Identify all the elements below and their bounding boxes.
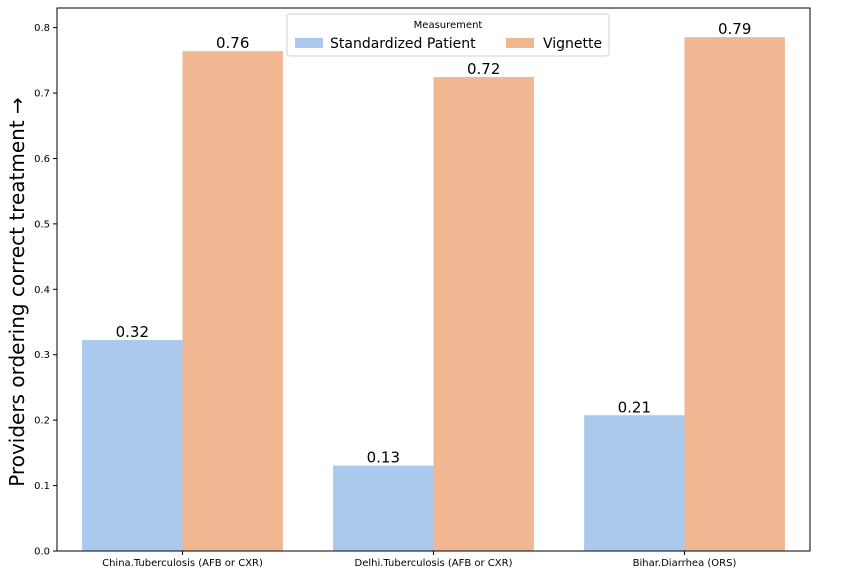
- y-tick-label: 0.5: [34, 219, 50, 230]
- y-tick-label: 0.3: [34, 350, 50, 361]
- legend-entry-vignette: Vignette: [543, 36, 602, 52]
- legend-entry-standardized-patient: Standardized Patient: [330, 36, 476, 52]
- data-label-standardized-patient-3: 0.21: [618, 398, 651, 416]
- bar-vignette-1: [182, 51, 283, 551]
- legend-title: Measurement: [414, 20, 483, 31]
- x-tick-label: Bihar.Diarrhea (ORS): [633, 558, 737, 569]
- plot-frame: [56, 7, 811, 552]
- y-tick-label: 0.4: [34, 285, 50, 296]
- legend-swatch-standardized-patient: [295, 38, 323, 48]
- bar-standardized-patient-1: [82, 340, 183, 551]
- data-labels-layer: 0.32 0.76 0.13 0.72 0.21 0.79: [116, 20, 752, 467]
- bars-layer: [82, 37, 785, 551]
- x-tick-label: Delhi.Tuberculosis (AFB or CXR): [355, 558, 513, 569]
- legend: Measurement Standardized Patient Vignett…: [286, 13, 610, 57]
- bar-standardized-patient-2: [333, 465, 434, 551]
- y-tick-label: 0.6: [34, 154, 50, 165]
- legend-swatch-vignette: [506, 38, 534, 48]
- data-label-vignette-3: 0.79: [718, 20, 751, 38]
- y-tick-label: 0.7: [34, 89, 50, 100]
- data-label-standardized-patient-1: 0.32: [116, 323, 149, 341]
- y-tick-label: 0.0: [34, 547, 50, 558]
- data-label-vignette-1: 0.76: [216, 34, 249, 52]
- axes-layer: China.Tuberculosis (AFB or CXR) Delhi.Tub…: [34, 7, 811, 569]
- bar-vignette-2: [433, 77, 534, 551]
- y-tick-label: 0.1: [34, 481, 50, 492]
- y-axis-label: Providers ordering correct treatment →: [5, 97, 29, 487]
- data-label-standardized-patient-2: 0.13: [367, 449, 400, 467]
- y-tick-label: 0.2: [34, 416, 50, 427]
- x-tick-label: China.Tuberculosis (AFB or CXR): [102, 558, 263, 569]
- y-tick-label: 0.8: [34, 23, 50, 34]
- data-label-vignette-2: 0.72: [467, 60, 500, 78]
- bar-vignette-3: [684, 37, 785, 551]
- bar-standardized-patient-3: [584, 415, 685, 551]
